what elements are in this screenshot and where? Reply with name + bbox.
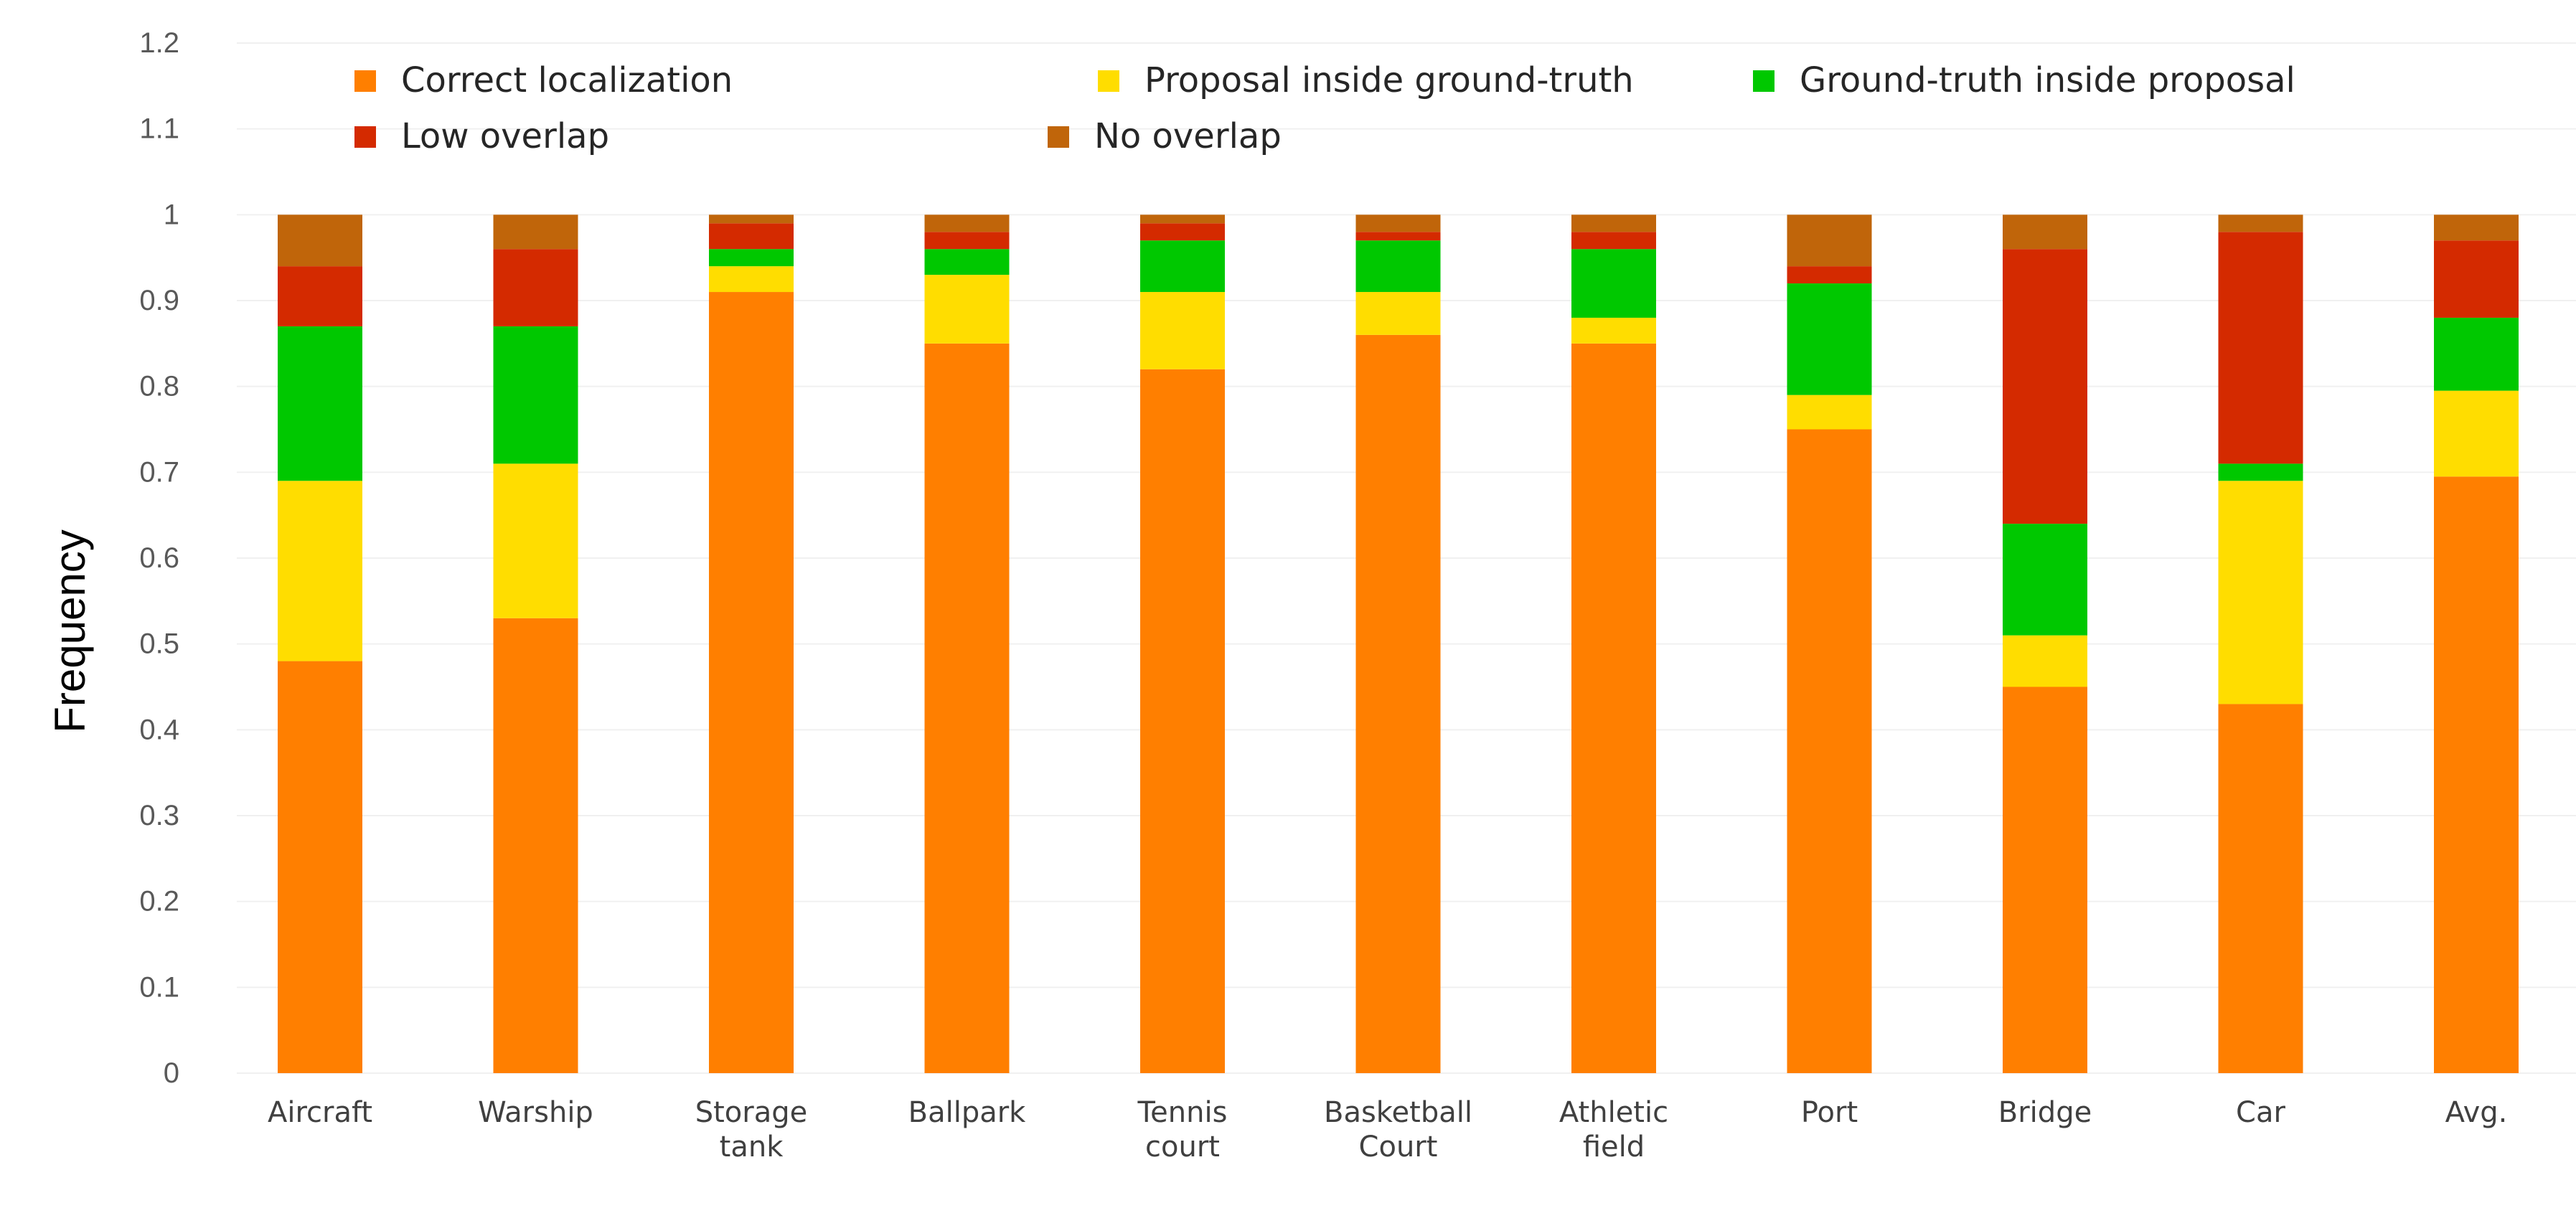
x-category-label: court: [1145, 1131, 1220, 1164]
legend-label: No overlap: [1094, 116, 1282, 156]
bar-segment: [278, 266, 362, 326]
bar-segment: [1571, 343, 1656, 1073]
bar-segment: [709, 214, 794, 224]
bar-segment: [2434, 476, 2519, 1073]
y-tick-label: 0.4: [139, 714, 179, 745]
legend-swatch: [1098, 70, 1119, 92]
y-tick-label: 1: [164, 199, 179, 230]
legend-label: Proposal inside ground-truth: [1144, 60, 1634, 100]
x-category-label: Basketball: [1324, 1096, 1472, 1129]
y-tick-label: 0.6: [139, 542, 179, 574]
bar-segment: [1355, 334, 1441, 1073]
bar-segment: [2434, 390, 2519, 477]
bar-segment: [2218, 214, 2303, 232]
x-category-label: Aircraft: [268, 1096, 372, 1129]
bar-segment: [1787, 283, 1872, 395]
bar-segment: [2003, 635, 2087, 687]
legend-swatch: [1048, 126, 1069, 148]
bar-segment: [1787, 266, 1872, 284]
bar-segment: [278, 214, 362, 267]
bar-segment: [709, 266, 794, 293]
bar-segment: [924, 232, 1010, 250]
x-category-label: Storage: [695, 1096, 808, 1129]
y-tick-label: 0.2: [139, 886, 179, 917]
bar-segment: [1355, 240, 1441, 293]
legend-swatch: [354, 70, 376, 92]
x-category-label: Ballpark: [908, 1096, 1027, 1129]
bar-segment: [1787, 214, 1872, 267]
bar-segment: [924, 275, 1010, 344]
legend: Correct localization Proposal inside grou…: [354, 60, 2295, 156]
bars: [278, 214, 2519, 1073]
bar-segment: [2218, 481, 2303, 704]
bar-segment: [2003, 524, 2087, 636]
bar-segment: [493, 618, 578, 1073]
bar-segment: [1355, 292, 1441, 335]
x-category-label: tank: [720, 1131, 784, 1164]
y-tick-label: 0: [164, 1057, 179, 1089]
y-tick-label: 0.7: [139, 456, 179, 488]
bar-segment: [924, 249, 1010, 275]
bar-segment: [2218, 463, 2303, 481]
bar-segment: [2218, 232, 2303, 464]
x-category-label: Warship: [478, 1096, 593, 1129]
bar-segment: [1140, 223, 1225, 241]
bar-segment: [2434, 317, 2519, 391]
bar-segment: [1355, 214, 1441, 232]
x-category-label: Port: [1801, 1096, 1858, 1129]
bar-segment: [1140, 214, 1225, 224]
x-category-label: Tennis: [1137, 1096, 1228, 1129]
bar-segment: [709, 249, 794, 267]
legend-label: Ground-truth inside proposal: [1800, 60, 2295, 100]
bar-segment: [2434, 240, 2519, 318]
legend-swatch: [1753, 70, 1774, 92]
bar-segment: [1787, 395, 1872, 430]
bar-segment: [493, 326, 578, 464]
bar-segment: [1571, 214, 1656, 232]
bar-segment: [1140, 369, 1225, 1073]
bar-segment: [1140, 240, 1225, 293]
bar-segment: [278, 481, 362, 661]
y-tick-label: 1.1: [139, 113, 179, 145]
bar-segment: [1787, 429, 1872, 1073]
bar-segment: [1140, 292, 1225, 369]
bar-segment: [1571, 249, 1656, 318]
legend-label: Correct localization: [401, 60, 733, 100]
x-category-label: Avg.: [2445, 1096, 2508, 1129]
x-category-label: Car: [2236, 1096, 2285, 1129]
bar-segment: [493, 249, 578, 326]
bar-segment: [2003, 686, 2087, 1073]
bar-segment: [493, 463, 578, 618]
bar-segment: [1355, 232, 1441, 241]
legend-swatch: [354, 126, 376, 148]
bar-segment: [2003, 214, 2087, 250]
bar-segment: [2218, 704, 2303, 1073]
bar-segment: [1571, 232, 1656, 250]
x-category-label: field: [1583, 1131, 1645, 1164]
y-tick-label: 1.2: [139, 27, 179, 59]
bar-segment: [709, 292, 794, 1073]
legend-label: Low overlap: [401, 116, 609, 156]
bar-segment: [2003, 249, 2087, 524]
y-tick-label: 0.5: [139, 628, 179, 660]
y-tick-label: 0.1: [139, 971, 179, 1003]
bar-segment: [278, 326, 362, 481]
x-category-label: Athletic: [1559, 1096, 1668, 1129]
y-tick-label: 0.9: [139, 285, 179, 316]
y-axis-title: Frequency: [46, 529, 94, 732]
x-category-label: Court: [1359, 1131, 1438, 1164]
y-tick-label: 0.8: [139, 371, 179, 402]
x-category-label: Bridge: [1998, 1096, 2092, 1129]
bar-segment: [709, 223, 794, 250]
bar-segment: [924, 343, 1010, 1073]
bar-segment: [924, 214, 1010, 232]
bar-segment: [493, 214, 578, 250]
bar-segment: [278, 661, 362, 1073]
y-tick-label: 0.3: [139, 800, 179, 831]
y-axis-ticks: 0 0.1 0.2 0.3 0.4 0.5 0.6 0.7 0.8 0.9 1 1.1 1.2: [139, 27, 179, 1089]
bar-segment: [2434, 214, 2519, 241]
bar-segment: [1571, 317, 1656, 344]
